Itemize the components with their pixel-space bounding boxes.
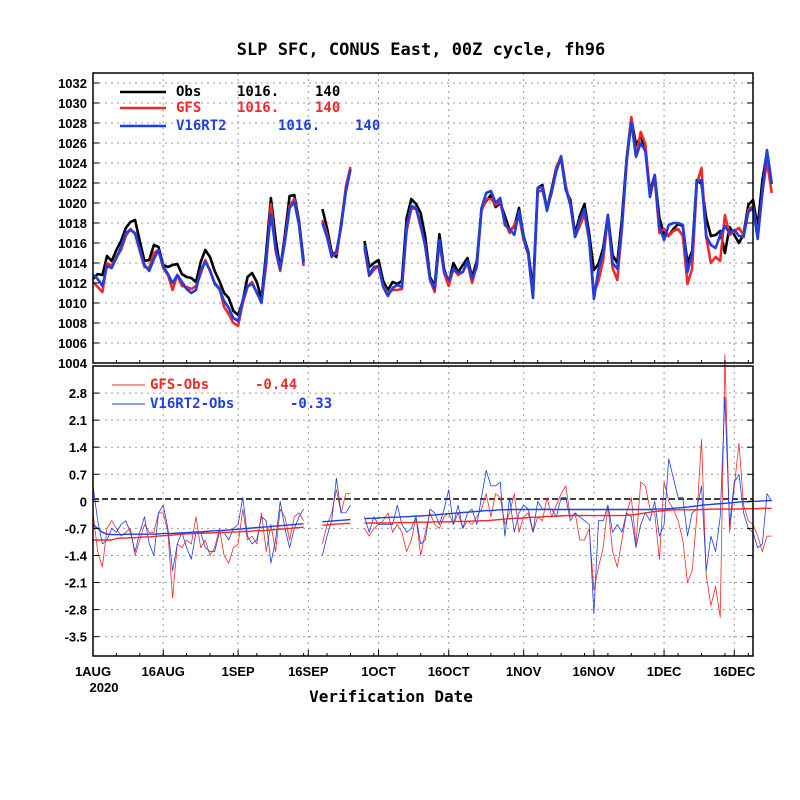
series-v16rt2-obs-running-mean-segment-2 — [364, 499, 772, 520]
bottom-panel-grid — [93, 366, 753, 656]
top-y-tick-label-9: 1022 — [58, 176, 87, 191]
bottom-y-tick-label-2: -2.1 — [65, 576, 87, 591]
x-axis-year-label: 2020 — [90, 680, 119, 695]
x-tick-label-1: 16AUG — [142, 664, 185, 679]
bottom-panel-frame — [92, 365, 754, 657]
legend-obs-count: 140 — [315, 84, 340, 100]
series-v16rt2-obs-running-mean-segment-1 — [322, 518, 351, 523]
top-y-tick-label-5: 1014 — [58, 256, 88, 271]
x-tick-label-3: 16SEP — [288, 664, 329, 679]
x-tick-label-7: 16NOV — [573, 664, 616, 679]
top-y-tick-label-7: 1018 — [58, 216, 87, 231]
legend-gfs-obs-mean: -0.44 — [255, 377, 297, 393]
bottom-y-tick-label-7: 1.4 — [69, 440, 88, 455]
x-axis-title: Verification Date — [309, 687, 473, 706]
series-gfs-obs-segment-2 — [364, 353, 772, 618]
x-axis: 1AUG 16AUG 1SEP 16SEP 1OCT 16OCT 1NOV 16NOV 1DEC… — [75, 360, 756, 679]
top-panel-series — [92, 115, 773, 328]
top-y-tick-label-10: 1024 — [58, 156, 88, 171]
top-y-tick-label-2: 1008 — [58, 316, 87, 331]
bottom-legend: GFS-Obs -0.44 V16RT2-Obs -0.33 — [112, 377, 332, 412]
legend-v16rt2-count: 140 — [355, 118, 380, 134]
bottom-y-tick-label-5: 0 — [80, 494, 87, 509]
bottom-panel-series — [92, 353, 773, 618]
top-legend: Obs 1016. 140 GFS 1016. 140 V16RT2 1016.… — [120, 84, 380, 134]
top-y-tick-label-0: 1004 — [58, 356, 88, 371]
bottom-y-tick-label-4: -0.7 — [65, 521, 87, 536]
bottom-y-tick-label-8: 2.1 — [69, 413, 87, 428]
series-v16rt2-obs-segment-1 — [322, 477, 351, 556]
legend-gfs-label: GFS — [176, 100, 201, 116]
legend-gfs-count: 140 — [315, 100, 340, 116]
top-y-tick-label-13: 1030 — [58, 96, 87, 111]
top-panel-frame — [92, 72, 754, 364]
legend-gfs-mean: 1016. — [237, 100, 279, 116]
chart-title: SLP SFC, CONUS East, 00Z cycle, fh96 — [237, 40, 605, 60]
legend-v16rt2-obs-label: V16RT2-Obs — [150, 396, 234, 412]
x-tick-label-9: 16DEC — [713, 664, 756, 679]
bottom-y-tick-label-1: -2.8 — [65, 603, 87, 618]
x-tick-label-0: 1AUG — [75, 664, 111, 679]
top-y-tick-label-1: 1006 — [58, 336, 87, 351]
series-gfs-obs-running-mean-segment-2 — [364, 507, 772, 524]
legend-v16rt2-obs-mean: -0.33 — [290, 396, 332, 412]
bottom-y-tick-label-9: 2.8 — [69, 386, 87, 401]
bottom-y-tick-label-3: -1.4 — [65, 548, 88, 563]
bottom-y-tick-label-6: 0.7 — [69, 467, 87, 482]
top-y-tick-label-6: 1016 — [58, 236, 87, 251]
x-tick-label-8: 1DEC — [647, 664, 682, 679]
top-panel-y-axis: 1004 1006 1008 1010 1012 1014 1016 1018 1020 1022… — [58, 76, 753, 371]
top-y-tick-label-8: 1020 — [58, 196, 87, 211]
x-tick-label-2: 1SEP — [221, 664, 255, 679]
series-v16rt2-segment-2 — [363, 120, 773, 301]
bottom-panel-y-axis: -3.5 -2.8 -2.1 -1.4 -0.7 0 0.7 1.4 2.1 2.8 — [65, 386, 753, 645]
series-v16rt2-obs-running-mean-segment-0 — [92, 523, 304, 536]
x-tick-label-6: 1NOV — [506, 664, 542, 679]
bottom-y-tick-label-0: -3.5 — [65, 630, 87, 645]
series-v16rt2-segment-0 — [92, 200, 305, 323]
top-y-tick-label-12: 1028 — [58, 116, 87, 131]
top-y-tick-label-11: 1026 — [58, 136, 87, 151]
top-y-tick-label-14: 1032 — [58, 76, 87, 91]
series-v16rt2-segment-1 — [321, 169, 352, 259]
x-tick-label-4: 1OCT — [361, 664, 396, 679]
legend-obs-mean: 1016. — [237, 84, 279, 100]
legend-gfs-obs-label: GFS-Obs — [150, 377, 209, 393]
legend-obs-label: Obs — [176, 84, 201, 100]
series-gfs-obs-running-mean-segment-1 — [322, 522, 351, 526]
top-y-tick-label-4: 1012 — [58, 276, 87, 291]
top-y-tick-label-3: 1010 — [58, 296, 87, 311]
x-tick-label-5: 16OCT — [428, 664, 470, 679]
legend-v16rt2-label: V16RT2 — [176, 118, 227, 134]
series-gfs-obs-running-mean-segment-0 — [93, 526, 304, 541]
legend-v16rt2-mean: 1016. — [278, 118, 320, 134]
